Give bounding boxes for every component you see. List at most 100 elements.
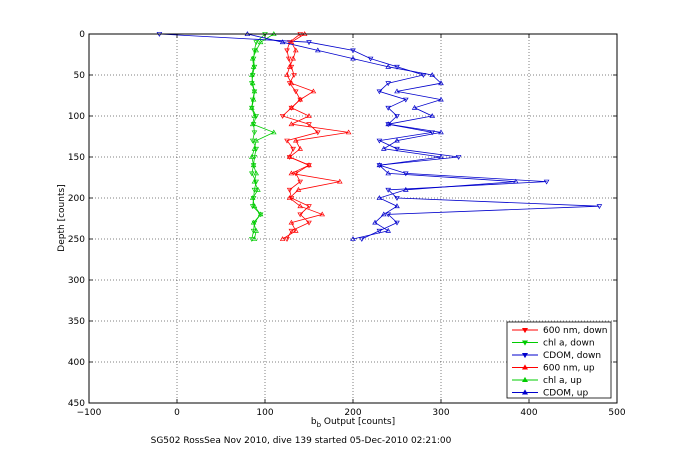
data-point (297, 203, 304, 209)
series-5 (244, 31, 519, 241)
data-point (279, 114, 286, 119)
data-point (253, 137, 260, 143)
data-point (402, 186, 409, 192)
data-point (358, 237, 365, 242)
data-point (295, 186, 302, 192)
data-point (292, 227, 299, 233)
data-point (251, 187, 258, 193)
data-point (429, 72, 436, 77)
legend-entry: chl a, down (543, 339, 595, 349)
legend-marker (521, 327, 529, 334)
data-point (402, 97, 409, 103)
data-point (394, 203, 400, 209)
legend-entry: 600 nm, down (543, 326, 608, 336)
data-point (367, 56, 374, 62)
legend-marker (521, 389, 529, 395)
data-point (279, 39, 286, 45)
data-point (288, 104, 295, 110)
data-point (249, 80, 256, 86)
data-point (350, 48, 356, 54)
data-point (253, 47, 260, 53)
data-point (253, 146, 260, 152)
data-point (251, 88, 258, 94)
x-tick-label: 500 (608, 408, 625, 418)
data-point (257, 39, 264, 45)
legend: 600 nm, down chl a, down CDOM, down 600 nm,… (506, 321, 612, 399)
legend-entry: 600 nm, up (543, 364, 595, 374)
y-tick-label: 150 (68, 153, 85, 163)
data-point (385, 170, 392, 176)
data-point (284, 48, 290, 54)
data-point (385, 105, 392, 111)
series-3 (279, 31, 352, 241)
data-point (253, 40, 260, 46)
data-point (306, 113, 312, 118)
series-4 (248, 31, 277, 241)
x-axis-label-rest: Output [counts] (321, 417, 395, 427)
data-point (310, 88, 317, 94)
data-point (306, 204, 312, 210)
data-point (306, 40, 312, 46)
data-point (350, 55, 356, 61)
data-point (248, 104, 255, 110)
data-point (372, 219, 378, 225)
y-tick-label: 400 (68, 358, 85, 368)
data-point (253, 227, 260, 233)
y-tick-label: 100 (68, 112, 85, 122)
data-point (291, 73, 297, 78)
data-point (394, 146, 400, 152)
legend-marker (521, 376, 529, 383)
data-point (376, 195, 383, 200)
data-point (376, 89, 383, 95)
data-point (249, 121, 256, 127)
data-point (249, 55, 256, 61)
data-point (251, 113, 258, 118)
data-point (284, 138, 290, 144)
data-point (288, 219, 295, 225)
data-point (286, 63, 293, 69)
data-point (248, 171, 255, 177)
x-axis-label-main: b (311, 417, 317, 427)
data-point (279, 236, 286, 241)
data-point (288, 228, 295, 234)
data-point (250, 219, 257, 225)
data-point (297, 179, 304, 185)
legend-marker (521, 364, 529, 370)
data-point (543, 179, 550, 185)
data-point (270, 129, 277, 135)
legend-entry: CDOM, down (543, 351, 601, 361)
data-point (438, 96, 444, 102)
data-point (249, 138, 256, 144)
data-point (297, 212, 304, 218)
data-point (314, 130, 321, 136)
data-point (250, 96, 257, 102)
data-point (250, 63, 257, 69)
y-tick-label: 50 (74, 71, 86, 81)
data-point (394, 220, 400, 226)
data-point (286, 40, 293, 46)
data-point (286, 195, 293, 200)
series-line (159, 33, 600, 240)
legend-marker (521, 352, 529, 359)
x-tick-label: 100 (256, 408, 273, 418)
data-point (345, 129, 352, 135)
data-point (297, 96, 304, 102)
data-point (251, 145, 258, 151)
data-point (285, 56, 292, 62)
data-point (319, 211, 326, 217)
x-tick-label: 200 (344, 408, 361, 418)
data-point (376, 162, 383, 168)
data-point (385, 187, 392, 193)
data-point (336, 178, 343, 184)
data-point (284, 237, 290, 242)
data-point (385, 212, 392, 218)
data-point (255, 186, 261, 192)
x-tick-label: 300 (432, 408, 449, 418)
data-point (376, 228, 383, 234)
x-axis-label-subscript: b (317, 421, 322, 429)
data-point (290, 146, 296, 152)
x-tick-label: 0 (174, 408, 180, 418)
data-point (394, 64, 400, 70)
data-point (257, 211, 264, 217)
